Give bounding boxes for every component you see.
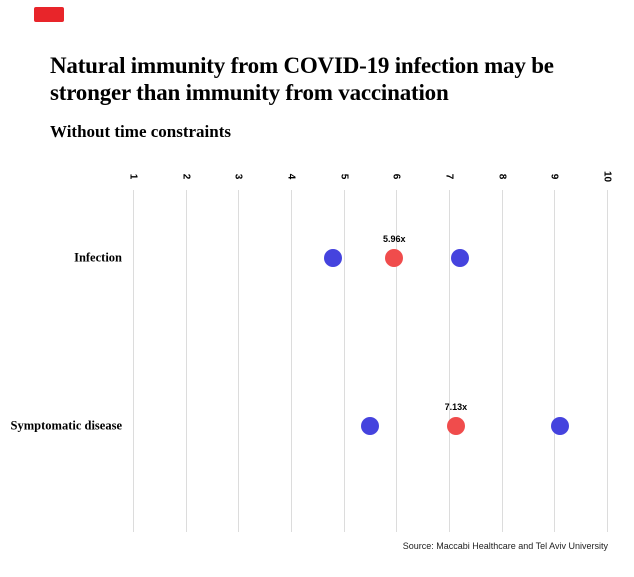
gridline-x-9 [554, 190, 556, 532]
category-label: Symptomatic disease [10, 418, 122, 433]
title-line-1: Natural immunity from COVID-19 infection… [50, 53, 554, 78]
x-tick-label-2: 2 [180, 173, 192, 180]
x-tick-label-10: 10 [601, 170, 613, 183]
x-tick-label-5: 5 [338, 173, 350, 180]
gridline-x-8 [501, 190, 503, 532]
estimate-value-label: 7.13x [444, 401, 468, 412]
gridline-x-1 [133, 190, 134, 532]
estimate-dot [446, 416, 465, 435]
gridline-x-2 [185, 190, 187, 532]
red-ad-badge [34, 7, 64, 22]
x-tick-label-1: 1 [127, 173, 139, 180]
interval-dot [361, 416, 379, 435]
gridline-x-4 [290, 190, 292, 532]
interval-dot [450, 249, 469, 268]
x-tick-label-4: 4 [285, 173, 297, 180]
gridline-x-10 [607, 190, 608, 532]
category-label: Infection [74, 250, 122, 265]
x-tick-label-8: 8 [496, 173, 508, 180]
x-axis-tick-labels: 1 2 3 4 5 6 7 8 9 10 [128, 150, 613, 186]
x-tick-label-7: 7 [443, 173, 455, 180]
gridline-x-3 [238, 190, 240, 532]
x-tick-label-9: 9 [548, 173, 560, 180]
title-line-2: stronger than immunity from vaccination [50, 80, 449, 106]
estimate-value-label: 5.96x [382, 234, 406, 245]
interval-dot [324, 249, 343, 268]
estimate-dot [385, 249, 404, 268]
source-note: Source: Maccabi Healthcare and Tel Aviv … [402, 541, 608, 551]
gridline-x-7 [448, 190, 450, 532]
plot-area: 5.96x 7.13x [133, 190, 608, 532]
interval-dot [550, 416, 569, 435]
chart-subtitle: Without time constraints [50, 122, 232, 141]
x-tick-label-3: 3 [232, 173, 244, 180]
gridline-x-6 [396, 190, 398, 532]
y-axis-category-labels: Infection Symptomatic disease [0, 190, 122, 532]
x-tick-label-6: 6 [390, 173, 402, 180]
gridline-x-5 [343, 190, 345, 532]
chart-title: Natural immunity from COVID-19 infection… [50, 52, 595, 106]
